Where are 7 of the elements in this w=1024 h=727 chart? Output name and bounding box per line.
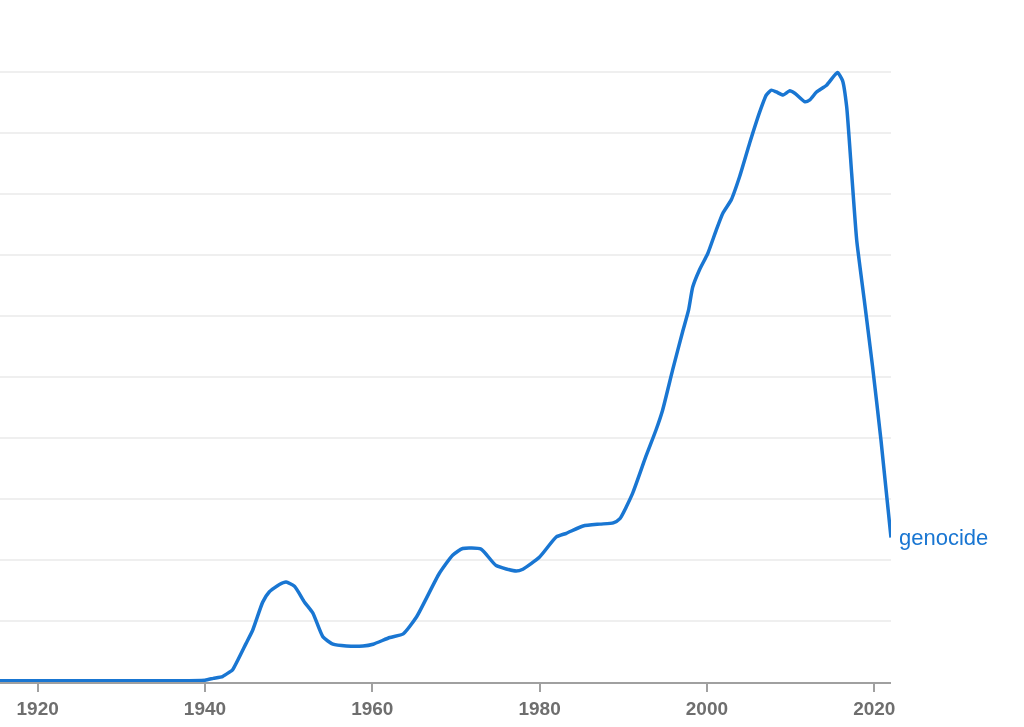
x-tick-label: 2000 — [685, 697, 729, 719]
x-tick-label: 1920 — [16, 697, 59, 719]
x-tick-label: 1940 — [183, 697, 227, 719]
x-tick-label: 1980 — [518, 697, 561, 719]
x-tick-label: 2020 — [853, 697, 896, 719]
x-tick-label: 1960 — [351, 697, 394, 719]
series-label: genocide — [899, 525, 989, 550]
